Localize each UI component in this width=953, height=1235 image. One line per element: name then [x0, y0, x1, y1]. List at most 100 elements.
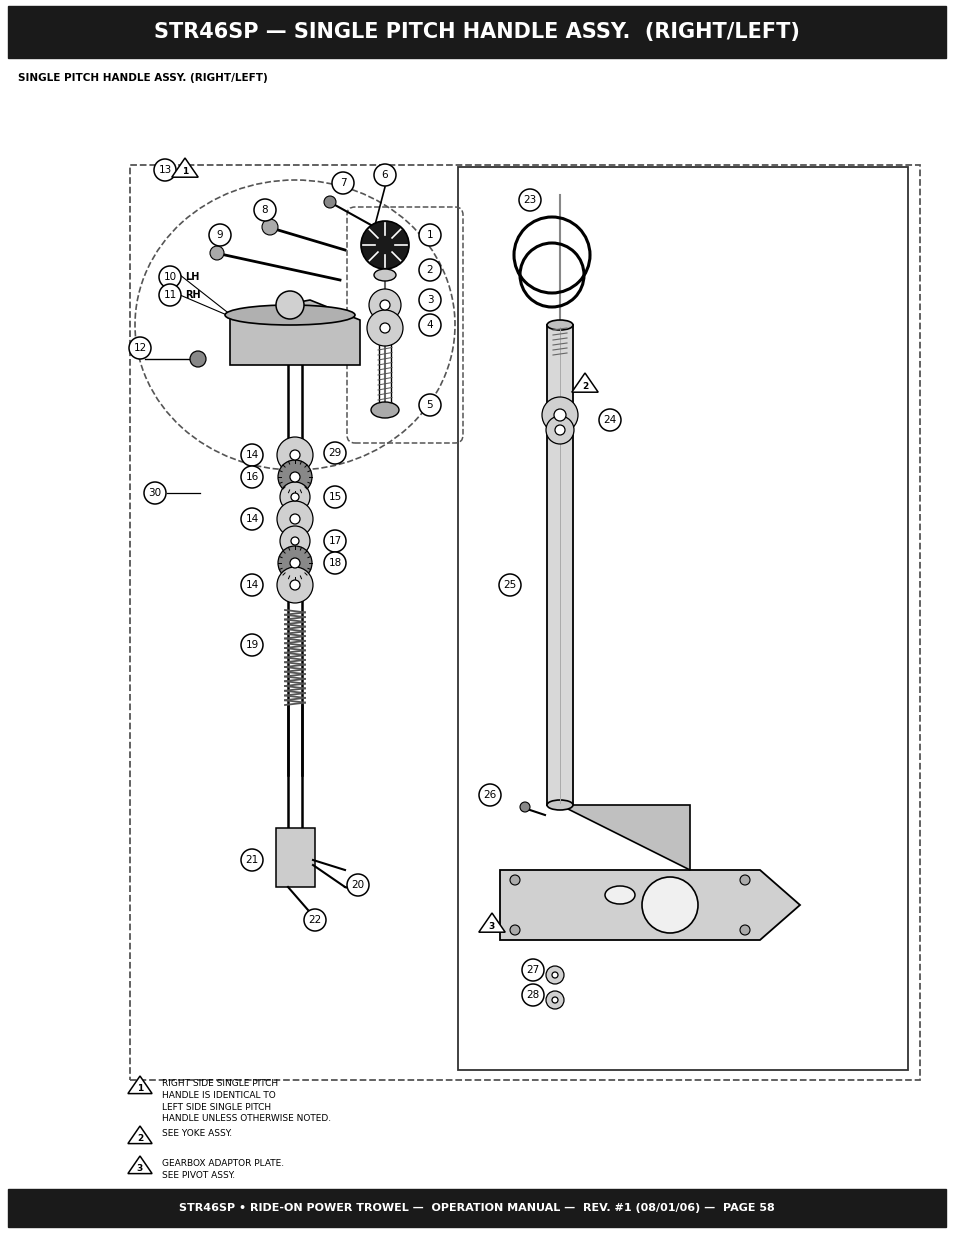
Text: 7: 7 — [339, 178, 346, 188]
Text: 26: 26 — [483, 790, 497, 800]
Text: 22: 22 — [308, 915, 321, 925]
Circle shape — [367, 310, 402, 346]
Ellipse shape — [225, 305, 355, 325]
Polygon shape — [230, 300, 359, 366]
Circle shape — [129, 337, 151, 359]
Text: 5: 5 — [426, 400, 433, 410]
Circle shape — [280, 482, 310, 513]
Circle shape — [241, 634, 263, 656]
Circle shape — [541, 396, 578, 433]
Circle shape — [598, 409, 620, 431]
Polygon shape — [172, 158, 198, 177]
Circle shape — [324, 442, 346, 464]
Ellipse shape — [604, 885, 635, 904]
Circle shape — [379, 300, 390, 310]
Circle shape — [510, 925, 519, 935]
Circle shape — [159, 266, 181, 288]
Text: 19: 19 — [245, 640, 258, 650]
Circle shape — [210, 246, 224, 261]
Circle shape — [374, 164, 395, 186]
Text: 14: 14 — [245, 450, 258, 459]
Text: 21: 21 — [245, 855, 258, 864]
Polygon shape — [478, 913, 505, 932]
Text: 2: 2 — [426, 266, 433, 275]
Text: 1: 1 — [182, 167, 188, 175]
Circle shape — [521, 984, 543, 1007]
Circle shape — [418, 394, 440, 416]
Circle shape — [418, 289, 440, 311]
Polygon shape — [559, 805, 689, 869]
Text: 1: 1 — [426, 230, 433, 240]
Text: 14: 14 — [245, 514, 258, 524]
Circle shape — [290, 472, 299, 482]
Text: 6: 6 — [381, 170, 388, 180]
Circle shape — [552, 997, 558, 1003]
Circle shape — [276, 501, 313, 537]
Text: 30: 30 — [149, 488, 161, 498]
Circle shape — [510, 876, 519, 885]
Circle shape — [241, 445, 263, 466]
Circle shape — [253, 199, 275, 221]
Text: 15: 15 — [328, 492, 341, 501]
Circle shape — [153, 159, 175, 182]
Circle shape — [554, 409, 565, 421]
Text: RIGHT SIDE SINGLE PITCH
HANDLE IS IDENTICAL TO
LEFT SIDE SINGLE PITCH
HANDLE UNL: RIGHT SIDE SINGLE PITCH HANDLE IS IDENTI… — [162, 1079, 331, 1124]
Circle shape — [276, 567, 313, 603]
Circle shape — [545, 416, 574, 445]
Circle shape — [280, 526, 310, 556]
Polygon shape — [571, 373, 598, 393]
Circle shape — [418, 224, 440, 246]
Text: 13: 13 — [158, 165, 172, 175]
Circle shape — [498, 574, 520, 597]
Text: 8: 8 — [261, 205, 268, 215]
Circle shape — [347, 874, 369, 897]
Circle shape — [332, 172, 354, 194]
Text: STR46SP • RIDE-ON POWER TROWEL —  OPERATION MANUAL —  REV. #1 (08/01/06) —  PAGE: STR46SP • RIDE-ON POWER TROWEL — OPERATI… — [179, 1203, 774, 1213]
Polygon shape — [128, 1156, 152, 1173]
Circle shape — [545, 966, 563, 984]
Circle shape — [379, 324, 390, 333]
Text: 3: 3 — [488, 921, 495, 931]
Circle shape — [418, 259, 440, 282]
Circle shape — [275, 291, 304, 319]
Text: STR46SP — SINGLE PITCH HANDLE ASSY.  (RIGHT/LEFT): STR46SP — SINGLE PITCH HANDLE ASSY. (RIG… — [153, 22, 800, 42]
Text: 16: 16 — [245, 472, 258, 482]
Bar — [457, 167, 907, 1070]
Polygon shape — [128, 1076, 152, 1094]
Circle shape — [521, 960, 543, 981]
Text: SINGLE PITCH HANDLE ASSY. (RIGHT/LEFT): SINGLE PITCH HANDLE ASSY. (RIGHT/LEFT) — [18, 73, 268, 83]
Circle shape — [555, 425, 564, 435]
Circle shape — [324, 552, 346, 574]
Text: 9: 9 — [216, 230, 223, 240]
Circle shape — [324, 196, 335, 207]
Text: 10: 10 — [163, 272, 176, 282]
Text: 20: 20 — [351, 881, 364, 890]
Polygon shape — [499, 869, 800, 940]
Circle shape — [144, 482, 166, 504]
Text: 4: 4 — [426, 320, 433, 330]
Text: 11: 11 — [163, 290, 176, 300]
Circle shape — [641, 877, 698, 932]
Text: 1: 1 — [136, 1083, 143, 1093]
Ellipse shape — [371, 403, 398, 417]
Circle shape — [290, 514, 299, 524]
Circle shape — [518, 189, 540, 211]
Circle shape — [304, 909, 326, 931]
Text: 3: 3 — [136, 1163, 143, 1172]
Text: RH: RH — [185, 290, 200, 300]
Circle shape — [277, 546, 312, 580]
Text: 14: 14 — [245, 580, 258, 590]
Circle shape — [418, 314, 440, 336]
Circle shape — [159, 284, 181, 306]
Circle shape — [519, 802, 530, 811]
FancyBboxPatch shape — [275, 827, 314, 887]
Circle shape — [545, 990, 563, 1009]
Circle shape — [478, 784, 500, 806]
Circle shape — [241, 466, 263, 488]
Ellipse shape — [374, 269, 395, 282]
Text: GEARBOX ADAPTOR PLATE.
SEE PIVOT ASSY.: GEARBOX ADAPTOR PLATE. SEE PIVOT ASSY. — [162, 1158, 284, 1179]
Circle shape — [360, 221, 409, 269]
Bar — [546, 325, 573, 805]
Text: 2: 2 — [581, 382, 587, 390]
Circle shape — [190, 351, 206, 367]
